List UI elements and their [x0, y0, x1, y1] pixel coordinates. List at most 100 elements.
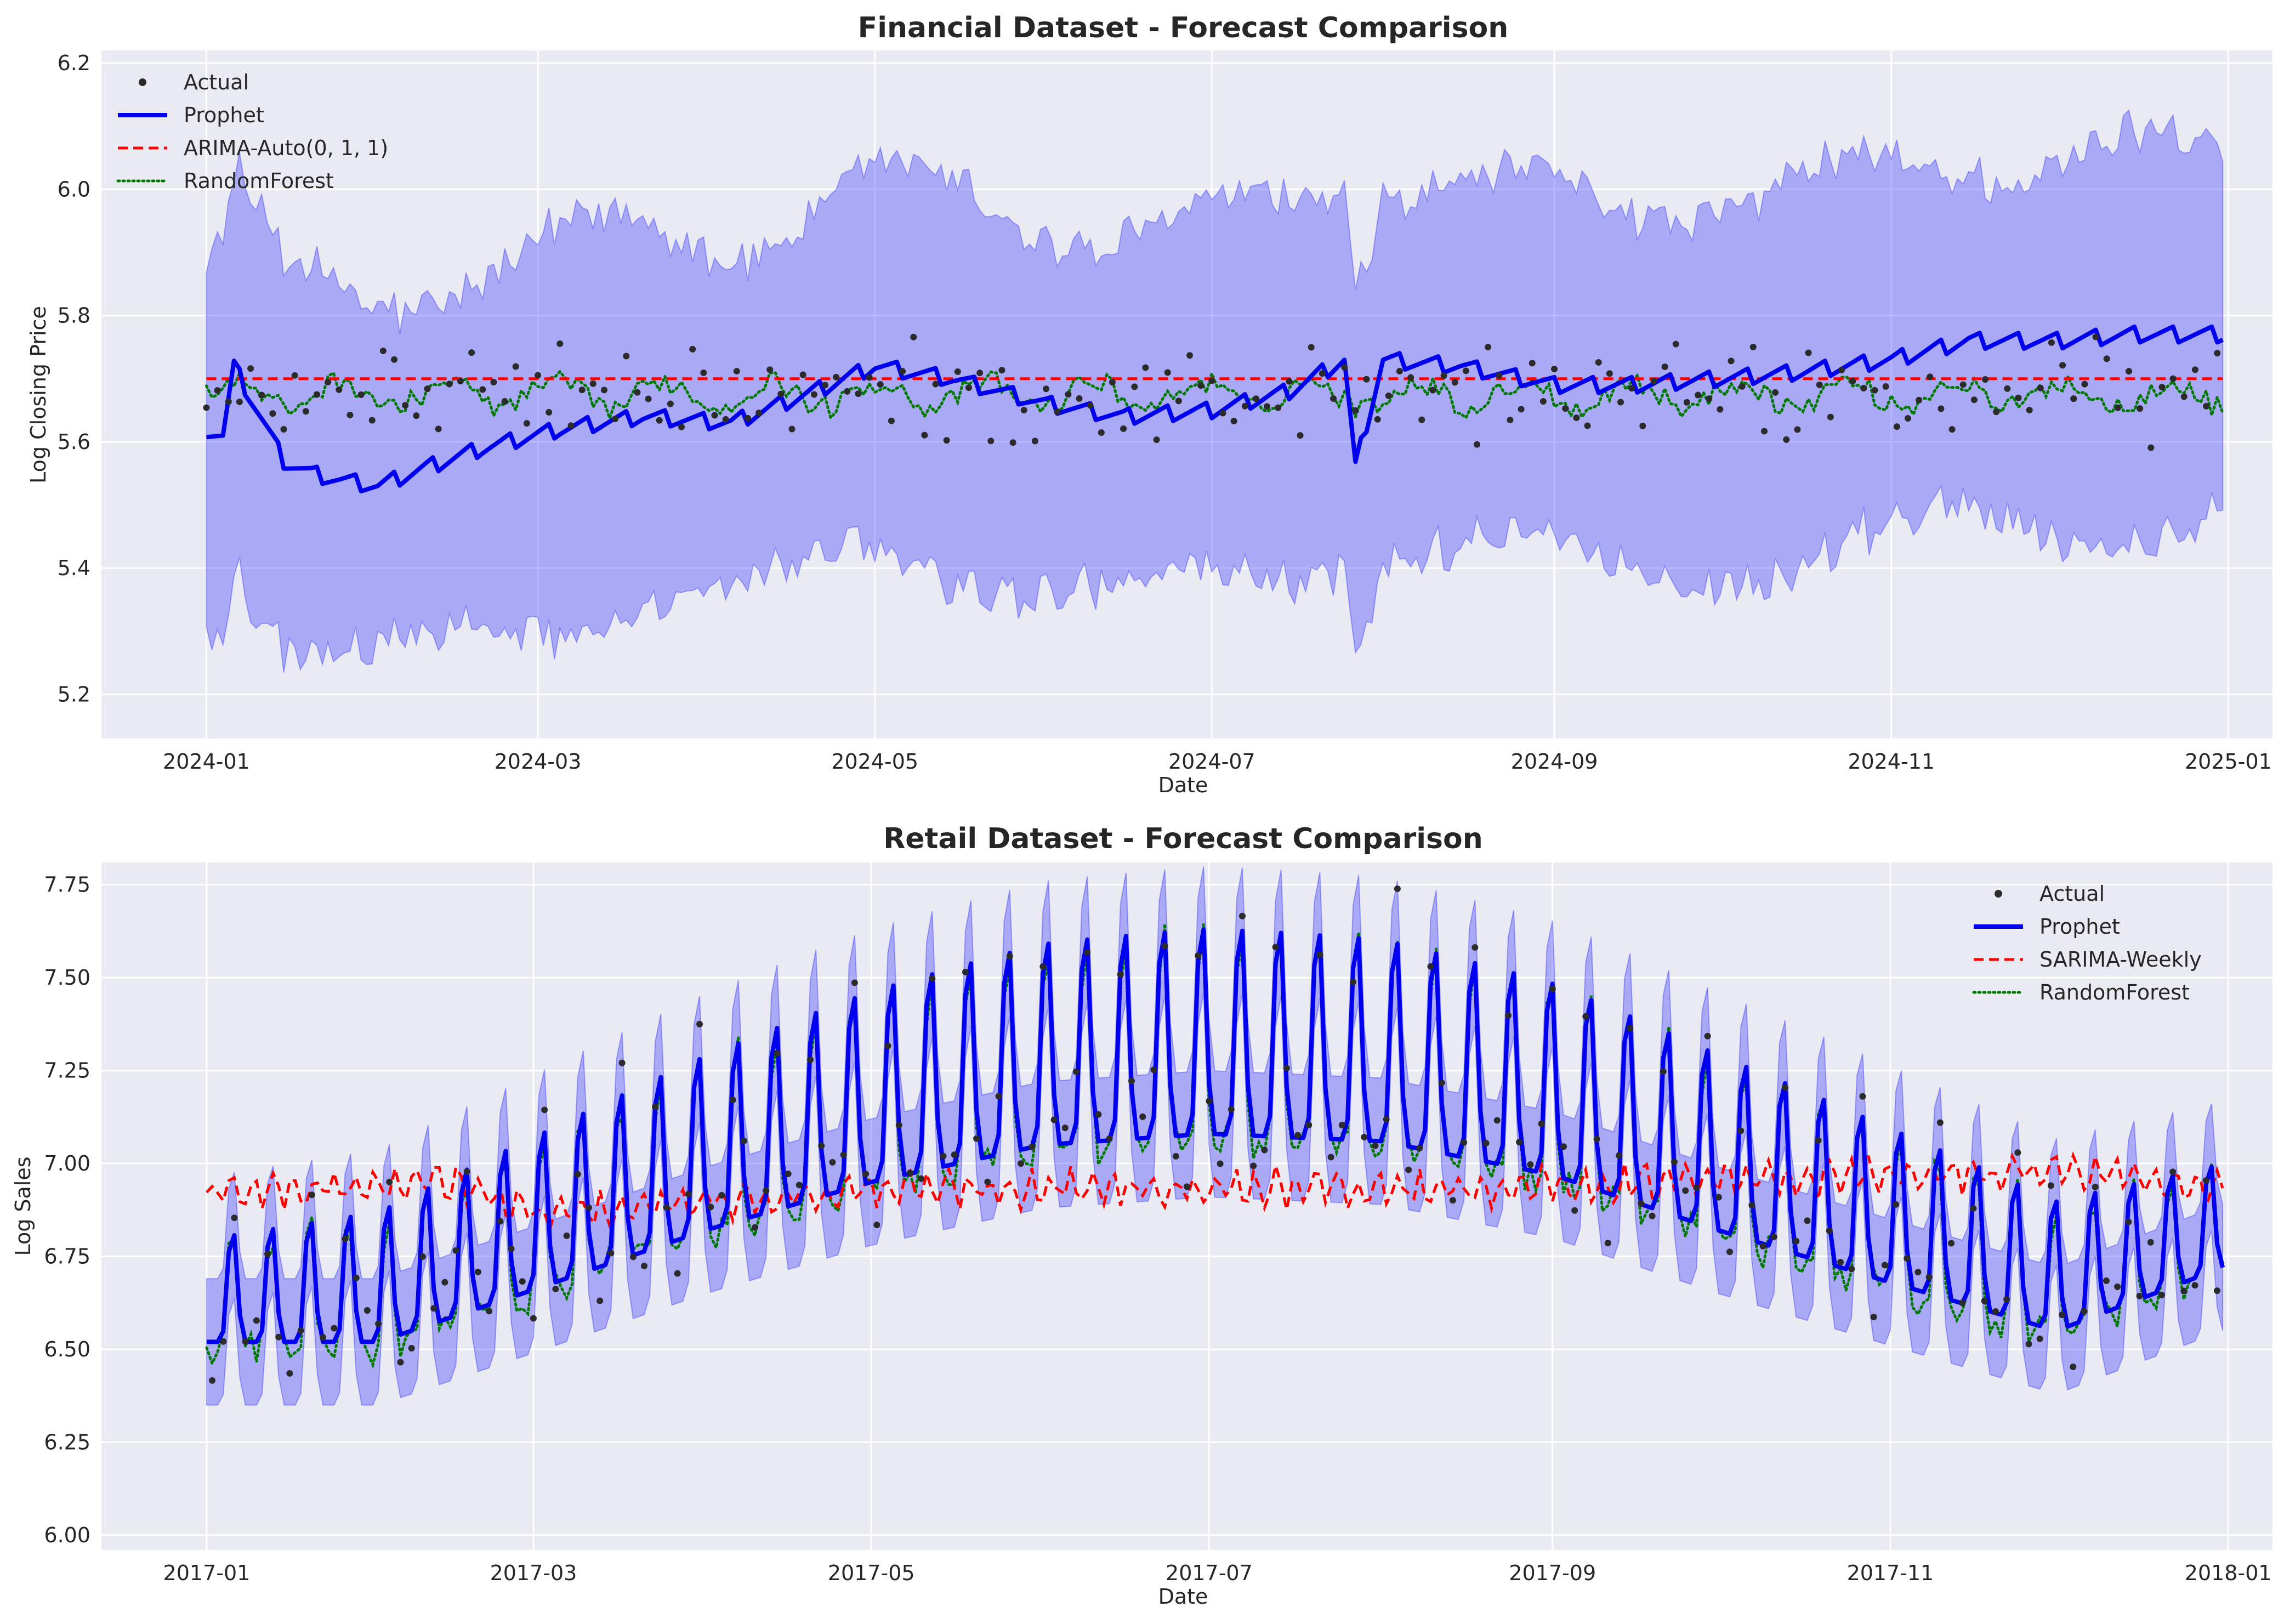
actual-point	[1305, 1121, 1313, 1128]
actual-point	[1208, 377, 1215, 384]
actual-point	[1195, 952, 1202, 959]
actual-point	[1615, 1152, 1622, 1159]
retail-chart: Retail Dataset - Forecast Comparison 6.0…	[11, 822, 2272, 1609]
actual-point	[1451, 379, 1458, 386]
actual-point	[1671, 1159, 1678, 1166]
actual-point	[976, 370, 984, 377]
actual-point	[269, 410, 276, 417]
actual-point	[589, 380, 596, 387]
actual-point	[368, 417, 376, 424]
actual-point	[435, 425, 442, 433]
actual-point	[479, 386, 486, 393]
actual-point	[1006, 953, 1013, 960]
actual-point	[1661, 363, 1668, 370]
actual-point	[1871, 387, 1878, 394]
actual-point	[895, 1122, 902, 1129]
actual-point	[214, 387, 221, 394]
y-tick-label: 5.8	[58, 304, 90, 328]
actual-point	[1095, 1111, 1102, 1118]
x-tick-label: 2017-03	[490, 1561, 577, 1585]
actual-point	[888, 417, 895, 424]
actual-point	[231, 1214, 238, 1222]
actual-point	[822, 382, 828, 389]
actual-point	[1582, 1013, 1589, 1020]
actual-point	[1749, 343, 1757, 350]
actual-point	[1131, 383, 1138, 390]
financial-prophet-interval-band	[206, 109, 2224, 673]
actual-point	[1142, 364, 1149, 371]
actual-point	[1087, 402, 1094, 409]
financial-chart: Financial Dataset - Forecast Comparison …	[26, 12, 2272, 797]
actual-point	[430, 1305, 438, 1312]
actual-point	[1128, 1077, 1135, 1084]
actual-point	[474, 1268, 481, 1275]
actual-point	[2203, 402, 2210, 410]
financial-y-ticks: 5.2 5.4 5.6 5.8 6.0 6.2	[58, 51, 90, 706]
actual-point	[1816, 381, 1823, 388]
actual-point	[313, 391, 320, 398]
actual-point	[877, 381, 884, 388]
actual-point	[1164, 369, 1171, 376]
actual-point	[1826, 1227, 1833, 1234]
actual-point	[1153, 436, 1160, 443]
actual-point	[2180, 393, 2188, 400]
x-tick-label: 2017-01	[163, 1561, 251, 1585]
actual-point	[247, 365, 254, 372]
y-tick-label: 6.2	[58, 51, 90, 75]
actual-point	[1250, 1162, 1257, 1169]
actual-point	[1054, 408, 1061, 415]
legend-label: SARIMA-Weekly	[2039, 947, 2202, 972]
actual-point	[391, 356, 398, 363]
actual-point	[652, 1103, 659, 1110]
actual-point	[1660, 1068, 1667, 1075]
actual-point	[1283, 1065, 1290, 1072]
actual-point	[585, 1204, 592, 1211]
financial-x-ticks: 2024-01 2024-03 2024-05 2024-07 2024-09 2024-…	[163, 749, 2272, 774]
y-tick-label: 6.50	[44, 1337, 90, 1361]
actual-point	[1737, 1127, 1745, 1134]
actual-point	[1327, 1154, 1334, 1161]
actual-point	[667, 400, 674, 407]
actual-point	[1396, 367, 1403, 374]
actual-point	[722, 416, 729, 423]
actual-point	[2059, 362, 2066, 369]
y-tick-label: 6.75	[44, 1245, 90, 1269]
legend-label: Prophet	[184, 103, 264, 127]
actual-point	[1715, 1194, 1722, 1201]
actual-point	[1385, 392, 1392, 399]
actual-point	[2081, 381, 2088, 388]
actual-point	[2092, 333, 2099, 340]
actual-point	[752, 1224, 759, 1231]
actual-point	[1672, 340, 1679, 348]
y-tick-label: 6.0	[58, 177, 90, 201]
actual-point	[441, 1279, 448, 1286]
actual-point	[325, 378, 332, 385]
actual-point	[2114, 404, 2121, 411]
actual-point	[486, 1308, 493, 1315]
y-tick-label: 7.00	[44, 1151, 90, 1176]
actual-point	[408, 1345, 415, 1352]
actual-point	[987, 438, 995, 445]
legend-actual-marker	[1995, 890, 2002, 898]
actual-point	[1783, 436, 1790, 443]
actual-point	[1717, 406, 1724, 413]
actual-point	[1507, 416, 1514, 423]
x-tick-label: 2017-07	[1166, 1561, 1253, 1585]
actual-point	[463, 1168, 470, 1175]
x-tick-label: 2024-07	[1168, 749, 1255, 774]
actual-point	[1449, 1197, 1456, 1204]
actual-point	[1893, 1201, 1900, 1208]
legend-label: RandomForest	[2039, 980, 2190, 1004]
actual-point	[1485, 343, 1492, 350]
actual-point	[1870, 1313, 1877, 1320]
actual-point	[1109, 379, 1116, 386]
actual-point	[1438, 1079, 1445, 1086]
actual-point	[607, 1250, 615, 1257]
actual-point	[2125, 1218, 2132, 1225]
actual-point	[1175, 398, 1182, 405]
actual-point	[2048, 339, 2055, 346]
actual-point	[1848, 1265, 1855, 1273]
actual-point	[1948, 426, 1956, 433]
actual-point	[1308, 344, 1315, 351]
actual-point	[1860, 384, 1867, 391]
